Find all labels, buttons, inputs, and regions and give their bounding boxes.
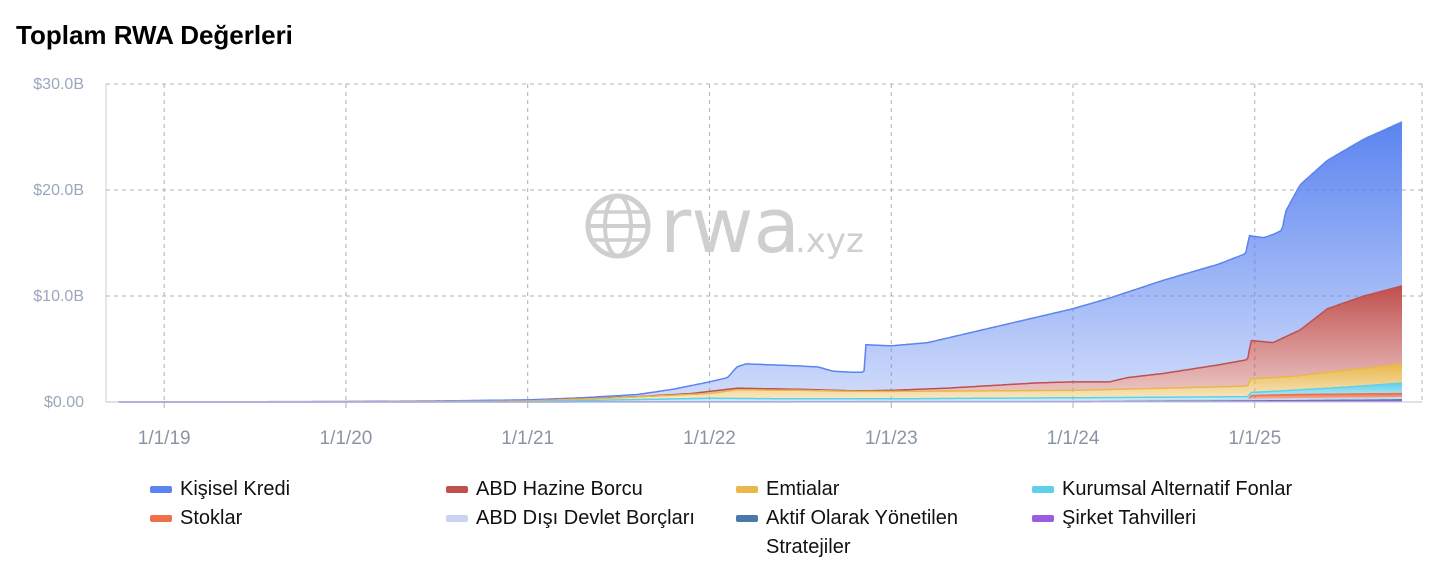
legend-swatch xyxy=(150,486,172,493)
x-tick-label: 1/1/25 xyxy=(1228,428,1281,449)
x-tick-label: 1/1/20 xyxy=(320,428,373,449)
chart-title: Toplam RWA Değerleri xyxy=(16,20,293,50)
x-tick-label: 1/1/22 xyxy=(683,428,736,449)
area-0 xyxy=(118,121,1403,403)
x-tick-label: 1/1/23 xyxy=(865,428,918,449)
area-2 xyxy=(118,364,1403,402)
legend-swatch xyxy=(446,515,468,522)
legend-item[interactable]: Kişisel Kredi xyxy=(150,478,290,504)
legend-swatch xyxy=(1032,515,1054,522)
legend-item[interactable]: Şirket Tahvilleri xyxy=(1032,507,1196,533)
x-tick-label: 1/1/19 xyxy=(138,428,191,449)
watermark: rwa .xyz xyxy=(585,181,864,270)
legend-label: ABD Hazine Borcu xyxy=(476,478,643,500)
legend-label: Şirket Tahvilleri xyxy=(1062,507,1197,529)
legend-label: Kişisel Kredi xyxy=(180,478,291,500)
area-layer xyxy=(106,121,1422,403)
watermark-suffix: .xyz xyxy=(795,221,864,261)
legend-swatch xyxy=(736,515,758,522)
legend-label: Aktif Olarak Yönetilen Stratejiler xyxy=(766,507,958,558)
globe-icon xyxy=(585,193,651,259)
x-tick-label: 1/1/24 xyxy=(1047,428,1100,449)
legend-item[interactable]: Aktif Olarak Yönetilen Stratejiler xyxy=(736,507,1006,562)
legend-swatch xyxy=(736,486,758,493)
y-tick-label: $30.0B xyxy=(33,76,84,93)
legend-item[interactable]: ABD Hazine Borcu xyxy=(446,478,643,504)
stacked-area-chart: rwa .xyz $0.00 $10.0B $20.0B $30.0B 1/1/19 1/… xyxy=(33,76,1423,449)
legend: Kişisel Kredi ABD Hazine Borcu Emtialar Kur… xyxy=(150,478,1450,578)
legend-swatch xyxy=(446,486,468,493)
legend-item[interactable]: ABD Dışı Devlet Borçları xyxy=(446,507,695,533)
x-tick-label: 1/1/21 xyxy=(501,428,554,449)
legend-label: Stoklar xyxy=(180,507,243,529)
axis-layer: $0.00 $10.0B $20.0B $30.0B 1/1/19 1/1/20 1/1/2… xyxy=(33,76,1281,449)
legend-swatch xyxy=(150,515,172,522)
legend-item[interactable]: Stoklar xyxy=(150,507,242,533)
y-tick-label: $0.00 xyxy=(44,394,84,411)
legend-label: Kurumsal Alternatif Fonlar xyxy=(1062,478,1293,500)
watermark-brand: rwa xyxy=(660,181,800,270)
legend-item[interactable]: Kurumsal Alternatif Fonlar xyxy=(1032,478,1292,504)
y-tick-label: $20.0B xyxy=(33,182,84,199)
y-tick-label: $10.0B xyxy=(33,288,84,305)
legend-label: ABD Dışı Devlet Borçları xyxy=(476,507,695,529)
legend-item[interactable]: Emtialar xyxy=(736,478,839,504)
legend-swatch xyxy=(1032,486,1054,493)
legend-label: Emtialar xyxy=(766,478,840,500)
